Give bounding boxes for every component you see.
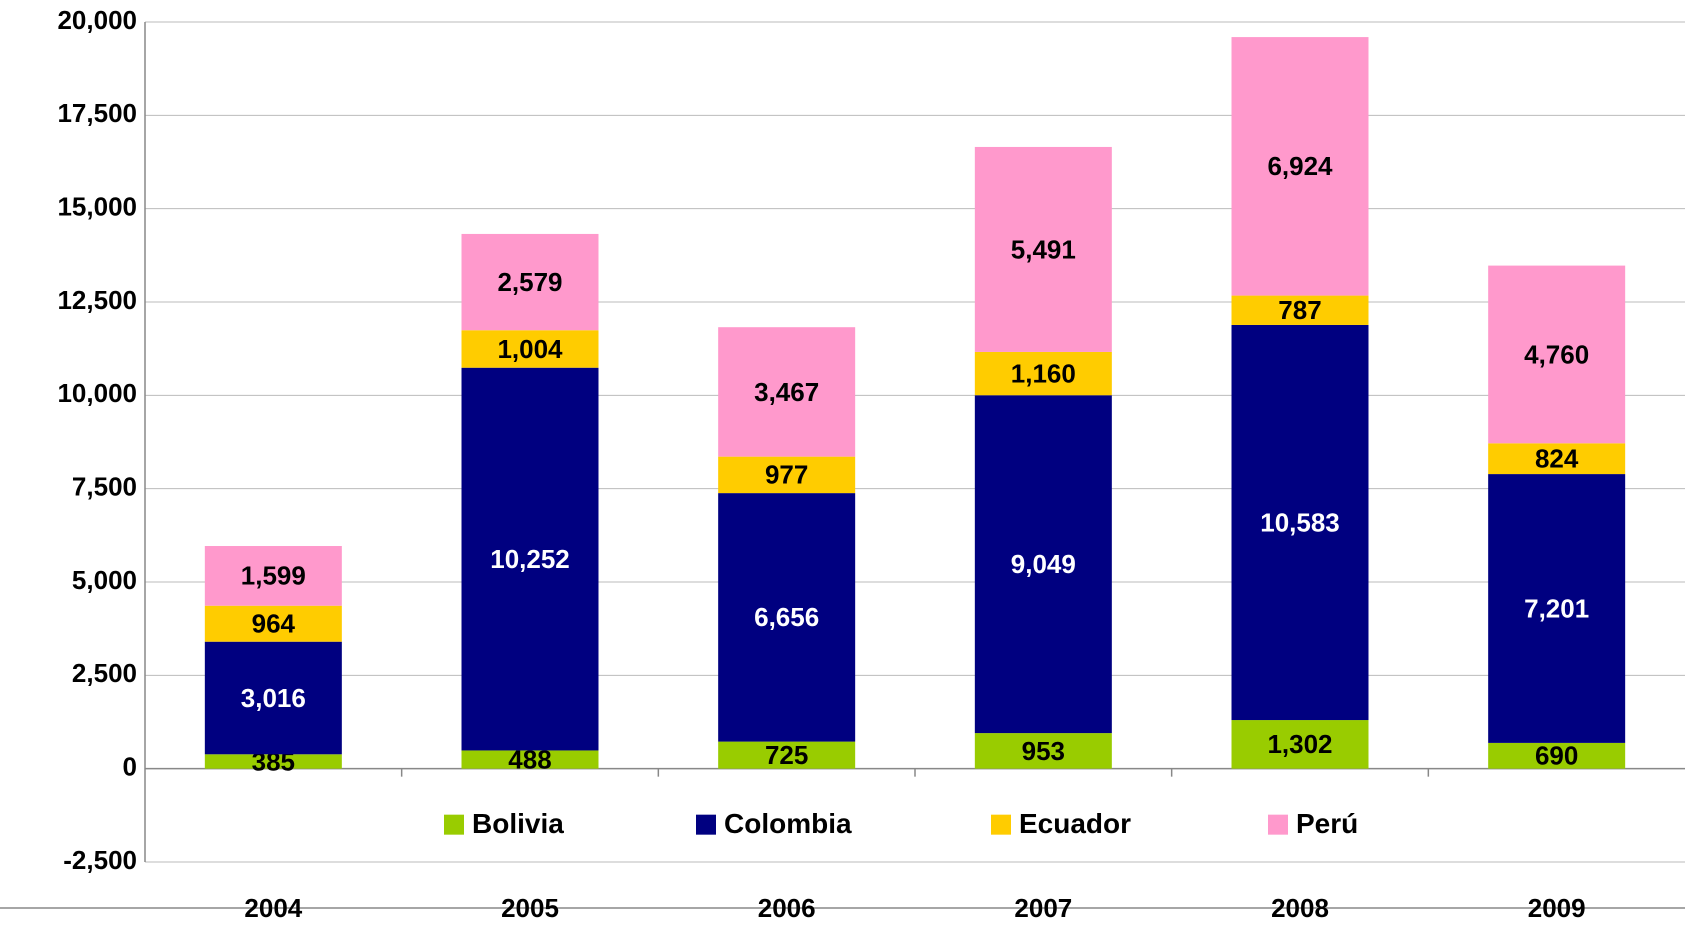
y-tick-label: -2,500 [63,845,137,875]
y-tick-label: 20,000 [57,5,137,35]
y-tick-label: 10,000 [57,378,137,408]
data-label: 3,016 [241,683,306,713]
bar-segment [1231,37,1369,296]
y-tick-label: 7,500 [72,472,137,502]
data-label: 787 [1278,295,1321,325]
data-label: 1,302 [1267,729,1332,759]
data-label: 6,924 [1267,151,1333,181]
bar-segment [461,330,599,368]
y-tick-label: 0 [123,752,137,782]
bar-segment [718,493,856,742]
data-label: 690 [1535,741,1578,771]
y-tick-label: 15,000 [57,192,137,222]
legend-label: Ecuador [1019,808,1131,839]
data-label: 1,004 [497,334,563,364]
bar-segment [1488,742,1626,769]
data-label: 10,252 [490,544,570,574]
bar-segment [1231,295,1369,325]
bar-segment [204,754,342,769]
bar-segment [1231,720,1369,769]
data-label: 2,579 [497,267,562,297]
bar-segment [974,146,1112,352]
bar-segment [461,750,599,769]
legend-swatch [444,814,464,835]
data-label: 9,049 [1011,549,1076,579]
bar-segment [204,641,342,755]
bar-segment [718,456,856,494]
x-tick-label: 2008 [1271,893,1329,923]
data-label: 977 [765,460,808,490]
data-label: 4,760 [1524,339,1589,369]
bar-segment [1488,474,1626,743]
data-label: 1,599 [241,561,306,591]
bar-segment [204,546,342,606]
y-tick-label: 5,000 [72,565,137,595]
x-tick-label: 2007 [1014,893,1072,923]
bar-segment [1231,324,1369,721]
bar-segment [718,741,856,769]
data-label: 5,491 [1011,234,1076,264]
legend-swatch [1268,814,1288,835]
legend-label: Colombia [724,808,852,839]
data-label: 7,201 [1524,593,1589,623]
bar-segment [718,327,856,457]
data-label: 824 [1535,444,1579,474]
bar-segment [461,233,599,331]
y-tick-label: 2,500 [72,658,137,688]
data-label: 953 [1022,736,1065,766]
data-label: 964 [252,609,296,639]
x-tick-label: 2004 [244,893,302,923]
data-label: 3,467 [754,377,819,407]
data-label: 6,656 [754,602,819,632]
bar-segment [461,367,599,751]
x-tick-label: 2009 [1528,893,1586,923]
legend-swatch [696,814,716,835]
x-tick-label: 2005 [501,893,559,923]
data-label: 725 [765,740,808,770]
bar-segment [974,395,1112,734]
data-label: 1,160 [1011,358,1076,388]
legend-label: Bolivia [472,808,564,839]
y-tick-label: 12,500 [57,285,137,315]
legend-label: Perú [1296,808,1358,839]
x-tick-label: 2006 [758,893,816,923]
y-tick-label: 17,500 [57,98,137,128]
bar-segment [1488,443,1626,475]
bar-segment [1488,265,1626,444]
legend-swatch [991,814,1011,835]
bar-segment [204,605,342,642]
bar-segment [974,733,1112,769]
bar-segment [974,351,1112,396]
data-label: 10,583 [1260,507,1340,537]
